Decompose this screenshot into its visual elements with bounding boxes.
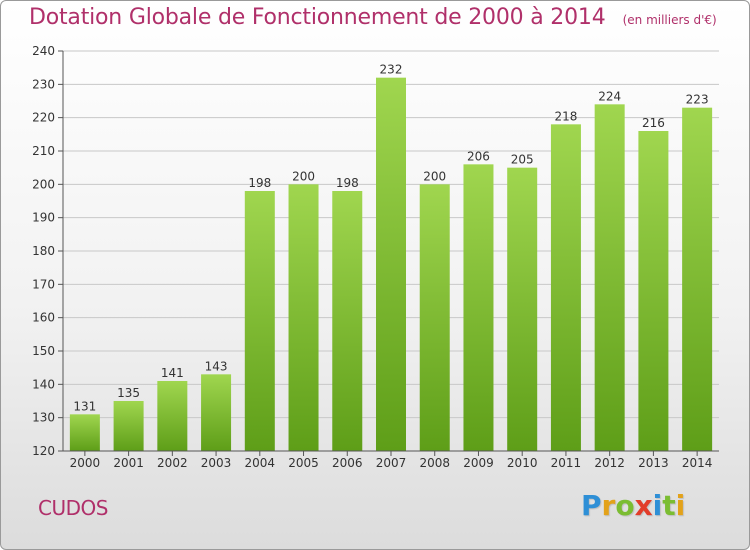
logo-letter: P bbox=[581, 489, 602, 522]
chart-title-row: Dotation Globale de Fonctionnement de 20… bbox=[29, 5, 717, 30]
y-tick-label: 230 bbox=[32, 77, 55, 91]
bar bbox=[332, 191, 363, 451]
data-label: 198 bbox=[336, 176, 359, 190]
x-tick-label: 2005 bbox=[288, 456, 319, 470]
x-tick-label: 2008 bbox=[419, 456, 450, 470]
chart-title: Dotation Globale de Fonctionnement de 20… bbox=[29, 5, 606, 30]
commune-name: CUDOS bbox=[38, 496, 108, 520]
y-tick-label: 210 bbox=[32, 144, 55, 158]
x-tick-label: 2010 bbox=[507, 456, 538, 470]
y-tick-label: 130 bbox=[32, 411, 55, 425]
y-tick-label: 140 bbox=[32, 377, 55, 391]
x-tick-label: 2000 bbox=[70, 456, 101, 470]
bar bbox=[376, 77, 406, 452]
y-tick-label: 160 bbox=[32, 311, 55, 325]
data-label: 218 bbox=[554, 109, 577, 123]
y-tick-label: 120 bbox=[32, 444, 55, 458]
y-tick-label: 150 bbox=[32, 344, 55, 358]
chart-unit-note: (en milliers d'€) bbox=[622, 13, 717, 27]
x-tick-label: 2013 bbox=[638, 456, 669, 470]
bar bbox=[419, 184, 450, 452]
x-tick-label: 2012 bbox=[594, 456, 625, 470]
x-tick-label: 2011 bbox=[551, 456, 582, 470]
data-label: 135 bbox=[117, 386, 140, 400]
data-label: 131 bbox=[73, 399, 96, 413]
bar bbox=[69, 414, 100, 451]
x-tick-label: 2006 bbox=[332, 456, 363, 470]
axes bbox=[58, 50, 719, 456]
data-label: 224 bbox=[598, 89, 621, 103]
x-tick-label: 2001 bbox=[113, 456, 144, 470]
bar bbox=[638, 131, 669, 451]
bar bbox=[113, 401, 144, 451]
y-tick-label: 190 bbox=[32, 211, 55, 225]
bar bbox=[594, 104, 625, 451]
proxiti-logo: Proxiti bbox=[581, 489, 685, 522]
x-tick-label: 2002 bbox=[157, 456, 188, 470]
x-tick-label: 2007 bbox=[376, 456, 407, 470]
x-tick-label: 2014 bbox=[682, 456, 713, 470]
bar bbox=[550, 124, 581, 451]
y-tick-label: 200 bbox=[32, 177, 55, 191]
y-tick-label: 170 bbox=[32, 277, 55, 291]
data-label: 206 bbox=[467, 149, 490, 163]
bar bbox=[507, 167, 538, 451]
y-tick-label: 220 bbox=[32, 111, 55, 125]
data-label: 232 bbox=[380, 63, 403, 77]
logo-letter: r bbox=[601, 489, 616, 522]
data-label: 143 bbox=[205, 359, 228, 373]
data-label: 205 bbox=[511, 153, 534, 167]
labels: 120 130 140 150 160 170 180 190 200 210 220 230 240 1… bbox=[32, 44, 712, 470]
x-tick-label: 2009 bbox=[463, 456, 494, 470]
data-label: 198 bbox=[248, 176, 271, 190]
bar bbox=[157, 381, 188, 451]
logo-letter: i bbox=[652, 489, 663, 522]
x-tick-label: 2004 bbox=[245, 456, 276, 470]
data-label: 200 bbox=[292, 169, 315, 183]
logo-letter: i bbox=[675, 489, 686, 522]
bar bbox=[288, 184, 319, 452]
x-tick-label: 2003 bbox=[201, 456, 232, 470]
bar bbox=[463, 164, 494, 452]
logo-letter: t bbox=[662, 489, 676, 522]
data-label: 216 bbox=[642, 116, 665, 130]
y-tick-label: 240 bbox=[32, 44, 55, 58]
bar bbox=[682, 107, 713, 452]
logo-letter: x bbox=[634, 489, 653, 522]
y-tick-label: 180 bbox=[32, 244, 55, 258]
bars bbox=[69, 77, 713, 452]
data-label: 200 bbox=[423, 169, 446, 183]
bar bbox=[244, 191, 275, 451]
logo-letter: o bbox=[615, 489, 635, 522]
data-label: 141 bbox=[161, 366, 184, 380]
bar bbox=[201, 374, 232, 451]
data-label: 223 bbox=[686, 93, 709, 107]
